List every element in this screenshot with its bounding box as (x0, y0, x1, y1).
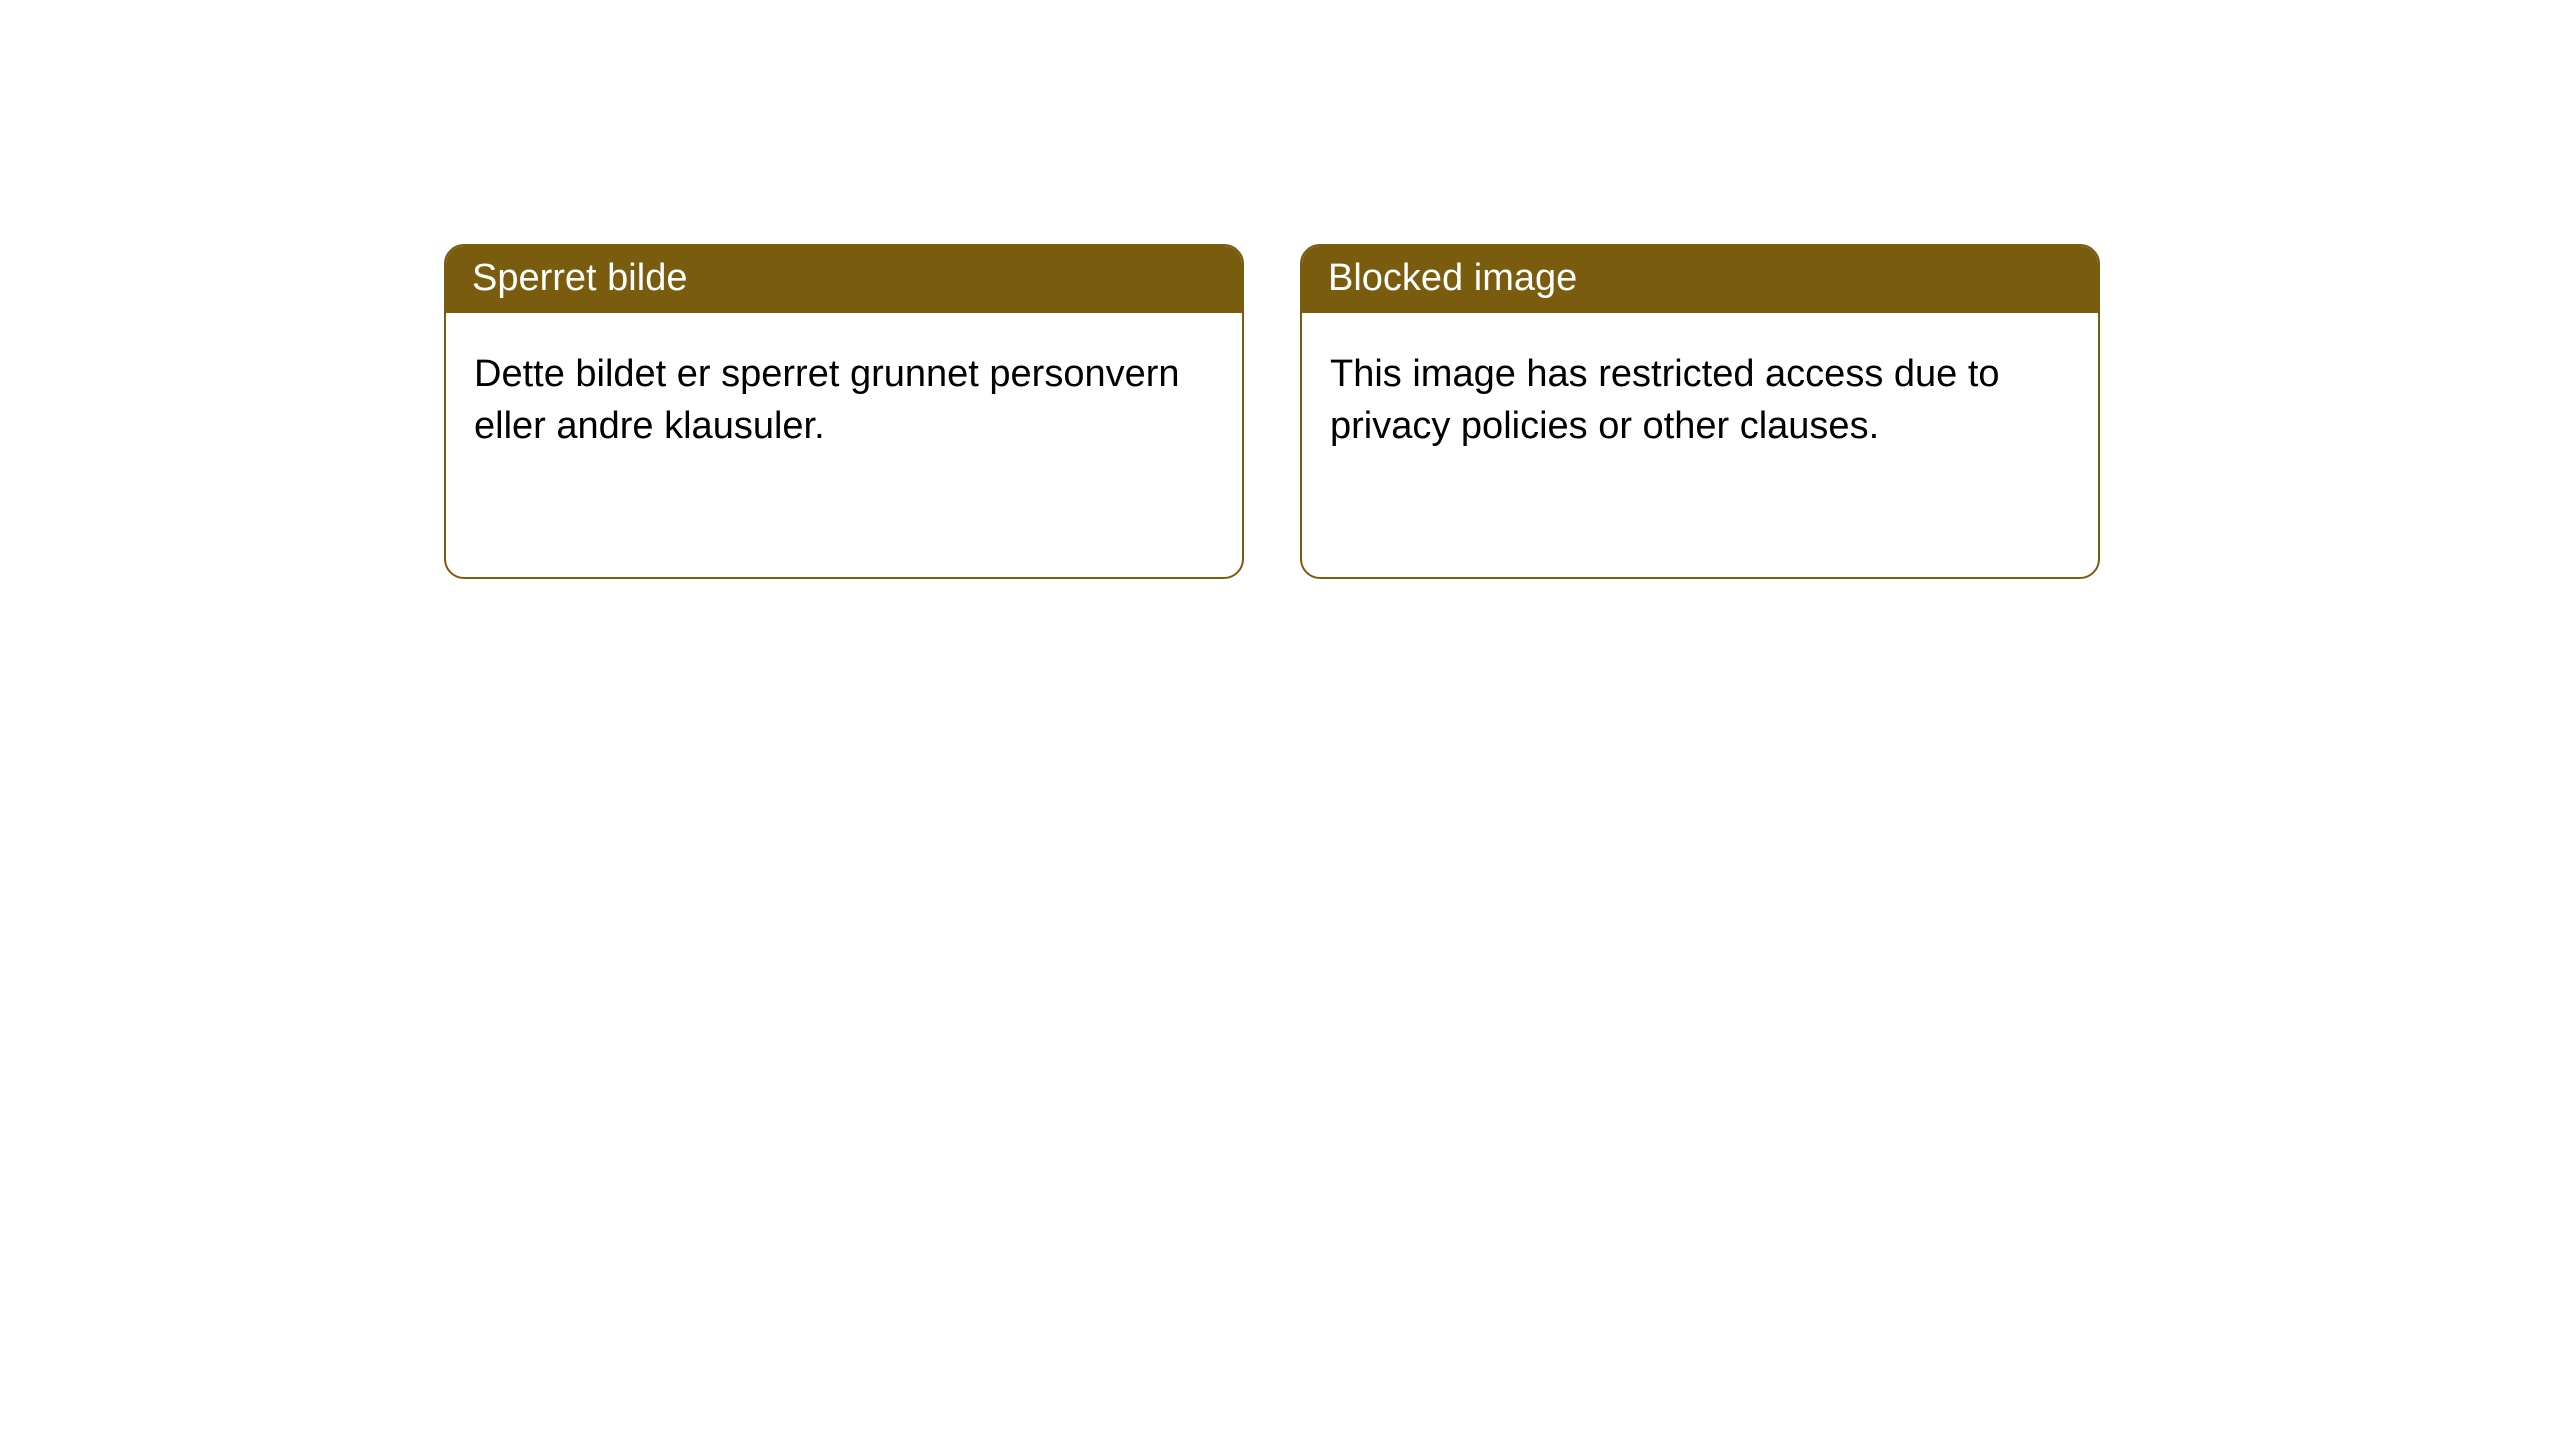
notice-card-body-en: This image has restricted access due to … (1302, 313, 2098, 480)
notice-card-title-en: Blocked image (1302, 246, 2098, 313)
notice-card-en: Blocked image This image has restricted … (1300, 244, 2100, 579)
notice-card-no: Sperret bilde Dette bildet er sperret gr… (444, 244, 1244, 579)
notice-card-body-no: Dette bildet er sperret grunnet personve… (446, 313, 1242, 480)
notice-cards-container: Sperret bilde Dette bildet er sperret gr… (0, 0, 2560, 579)
notice-card-title-no: Sperret bilde (446, 246, 1242, 313)
